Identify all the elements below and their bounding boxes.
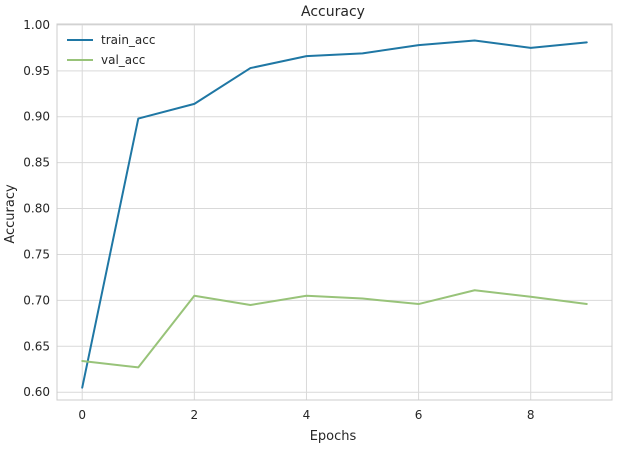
legend-label-train-acc: train_acc bbox=[101, 33, 155, 47]
chart-title: Accuracy bbox=[301, 4, 365, 20]
series-line-val-acc bbox=[81, 289, 588, 369]
x-tick-label: 2 bbox=[191, 408, 199, 422]
x-tick-label: 6 bbox=[415, 408, 423, 422]
x-axis-label: Epochs bbox=[310, 429, 357, 444]
legend-label-val-acc: val_acc bbox=[101, 53, 145, 67]
y-axis-label: Accuracy bbox=[3, 184, 18, 244]
y-tick-label: 0.60 bbox=[23, 385, 50, 399]
y-tick-label: 0.75 bbox=[23, 247, 50, 261]
plot-area bbox=[57, 24, 612, 400]
y-tick-label: 1.00 bbox=[23, 18, 50, 32]
series-layer bbox=[81, 39, 588, 389]
y-tick-label: 0.90 bbox=[23, 110, 50, 124]
tick-labels: 0.60 0.65 0.70 0.75 0.80 0.85 0.90 0.95 1.00 0 2 4 6… bbox=[23, 18, 534, 422]
x-tick-label: 0 bbox=[78, 408, 86, 422]
y-tick-label: 0.95 bbox=[23, 64, 50, 78]
x-tick-label: 8 bbox=[527, 408, 535, 422]
y-tick-label: 0.80 bbox=[23, 202, 50, 216]
y-tick-label: 0.70 bbox=[23, 293, 50, 307]
plot-frame bbox=[56, 23, 613, 401]
legend: train_acc val_acc bbox=[67, 33, 155, 67]
y-tick-label: 0.65 bbox=[23, 339, 50, 353]
y-tick-label: 0.85 bbox=[23, 156, 50, 170]
grid-layer bbox=[57, 24, 612, 400]
x-tick-label: 4 bbox=[303, 408, 311, 422]
series-line-train-acc bbox=[81, 39, 588, 389]
